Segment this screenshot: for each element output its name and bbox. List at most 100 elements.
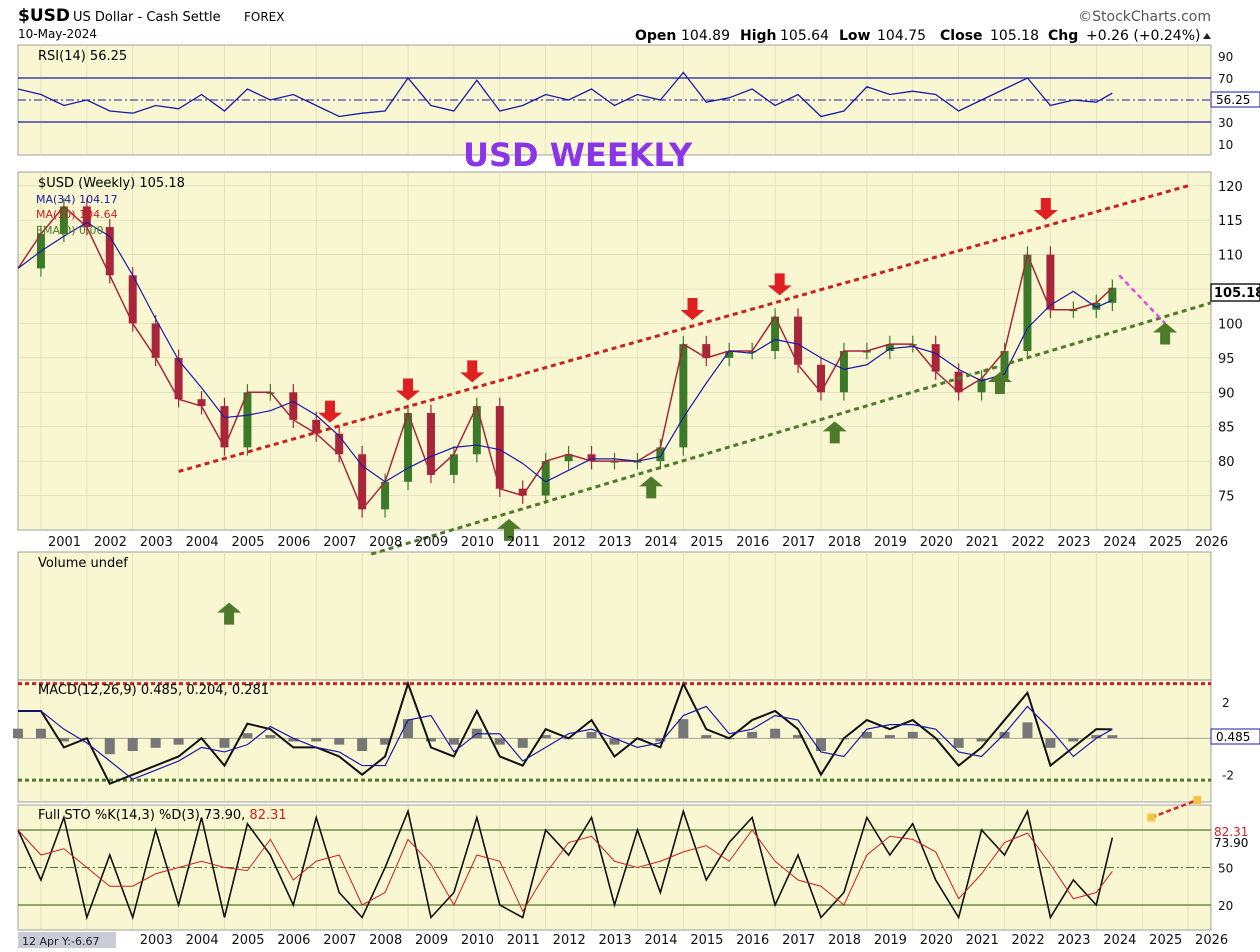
macd-y-tick: 2: [1222, 696, 1230, 710]
price-candle: [656, 447, 665, 462]
x-tick-label: 2005: [231, 535, 264, 550]
macd-histogram-bar: [13, 728, 23, 739]
price-y-tick: 90: [1218, 386, 1235, 401]
stochastic-d-value: 82.31: [1214, 825, 1248, 839]
macd-histogram-bar: [219, 738, 230, 748]
macd-histogram-bar: [242, 733, 253, 739]
x-tick-label: 2022: [1012, 535, 1045, 550]
macd-histogram-bar: [127, 738, 138, 752]
macd-line: [18, 680, 1113, 786]
macd-histogram-bar: [884, 735, 895, 739]
macd-histogram-bar: [150, 738, 161, 748]
up-triangle-icon: [1203, 33, 1211, 39]
x-tick-label-bottom: 2015: [690, 933, 723, 948]
macd-histogram-bar: [701, 735, 712, 739]
x-tick-label: 2010: [461, 535, 494, 550]
low-label: Low: [839, 28, 871, 44]
price-y-tick: 75: [1218, 490, 1235, 505]
x-tick-label: 2025: [1149, 535, 1182, 550]
rsi-y-tick: 70: [1218, 72, 1233, 86]
price-candle: [1108, 287, 1117, 303]
x-tick-label-bottom: 2008: [369, 933, 402, 948]
price-candle: [839, 351, 848, 393]
macd-y-tick: -2: [1222, 769, 1234, 783]
ma34-legend: MA(34) 104.17: [36, 193, 118, 206]
price-candle: [885, 344, 894, 351]
chart-symbol: $USD: [18, 6, 70, 26]
macd-histogram-bar: [678, 719, 689, 739]
x-tick-label: 2016: [736, 535, 769, 550]
x-tick-label: 2019: [874, 535, 907, 550]
volume-legend: Volume undef: [38, 556, 128, 571]
stochastic-projection-end: [1193, 796, 1202, 804]
x-tick-label: 2017: [782, 535, 815, 550]
x-tick-label-bottom: 2025: [1149, 933, 1182, 948]
x-tick-label-bottom: 2005: [231, 933, 264, 948]
ma10-legend: MA(10) 104.64: [36, 208, 118, 221]
macd-histogram-bar: [173, 738, 184, 745]
macd-histogram-bar: [403, 719, 414, 739]
down-arrow-icon: [1033, 198, 1058, 221]
x-tick-label: 2015: [690, 535, 723, 550]
x-tick-label-bottom: 2024: [1103, 933, 1136, 948]
x-tick-label: 2006: [277, 535, 310, 550]
macd-histogram-bar: [861, 731, 872, 739]
price-candle: [794, 316, 803, 365]
price-candle: [541, 461, 550, 496]
close-value: 105.18: [990, 28, 1039, 44]
macd-histogram-bar: [265, 735, 276, 739]
x-tick-label-bottom: 2021: [966, 933, 999, 948]
price-candle: [358, 454, 367, 510]
ema0-legend: EMA(0) 0.00: [36, 224, 104, 237]
macd-histogram-bar: [448, 738, 459, 745]
chart-date: 10-May-2024: [18, 27, 97, 41]
price-candle: [679, 344, 688, 448]
macd-histogram-bar: [747, 731, 758, 739]
rsi-legend: RSI(14) 56.25: [38, 49, 127, 64]
price-candle: [381, 481, 390, 510]
price-candle: [449, 454, 458, 475]
price-candle: [564, 454, 573, 462]
price-candle: [174, 357, 183, 400]
price-y-tick: 80: [1218, 455, 1235, 470]
price-candle: [105, 227, 114, 276]
projection-line: [1118, 274, 1167, 325]
price-candle: [1046, 254, 1055, 310]
upper-channel-line: [178, 184, 1189, 473]
high-label: High: [740, 28, 777, 44]
x-tick-label-bottom: 2004: [186, 933, 219, 948]
price-candle: [151, 323, 160, 358]
x-tick-label: 2026: [1195, 535, 1228, 550]
rsi-y-tick: 30: [1218, 116, 1233, 130]
x-tick-label-bottom: 2017: [782, 933, 815, 948]
price-candle: [404, 412, 413, 482]
series-layer: [13, 71, 1212, 921]
ma34-line: [17, 221, 1113, 483]
x-tick-label: 2008: [369, 535, 402, 550]
x-tick-label-bottom: 2007: [323, 933, 356, 948]
stochastic-y-tick: 20: [1218, 899, 1233, 913]
footer-readout-box: [18, 932, 116, 948]
stochastic-k-value: 73.90: [1214, 836, 1248, 850]
price-candle: [1092, 302, 1101, 310]
high-value: 105.64: [780, 28, 829, 44]
macd-histogram-bar: [540, 735, 551, 739]
x-tick-label-bottom: 2003: [140, 933, 173, 948]
macd-histogram-bar: [655, 738, 666, 742]
macd-histogram-bar: [494, 738, 505, 745]
macd-histogram-bar: [1068, 738, 1079, 742]
down-arrow-icon: [318, 400, 343, 423]
price-candle: [220, 406, 229, 448]
macd-histogram-bar: [953, 738, 964, 748]
close-label: Close: [940, 28, 983, 44]
price-candle: [243, 392, 252, 448]
x-tick-label: 2011: [507, 535, 540, 550]
macd-histogram-bar: [58, 738, 69, 742]
x-tick-label-bottom: 2006: [277, 933, 310, 948]
tick-layer: 2001 2002 2003 2003 2004 2004 2005 2005 2006 2006…: [48, 50, 1243, 948]
macd-histogram-bar: [357, 738, 368, 752]
price-y-tick: 115: [1218, 214, 1243, 229]
macd-last-value: 0.485: [1216, 730, 1250, 744]
open-value: 104.89: [681, 28, 730, 44]
x-tick-label-bottom: 2022: [1012, 933, 1045, 948]
